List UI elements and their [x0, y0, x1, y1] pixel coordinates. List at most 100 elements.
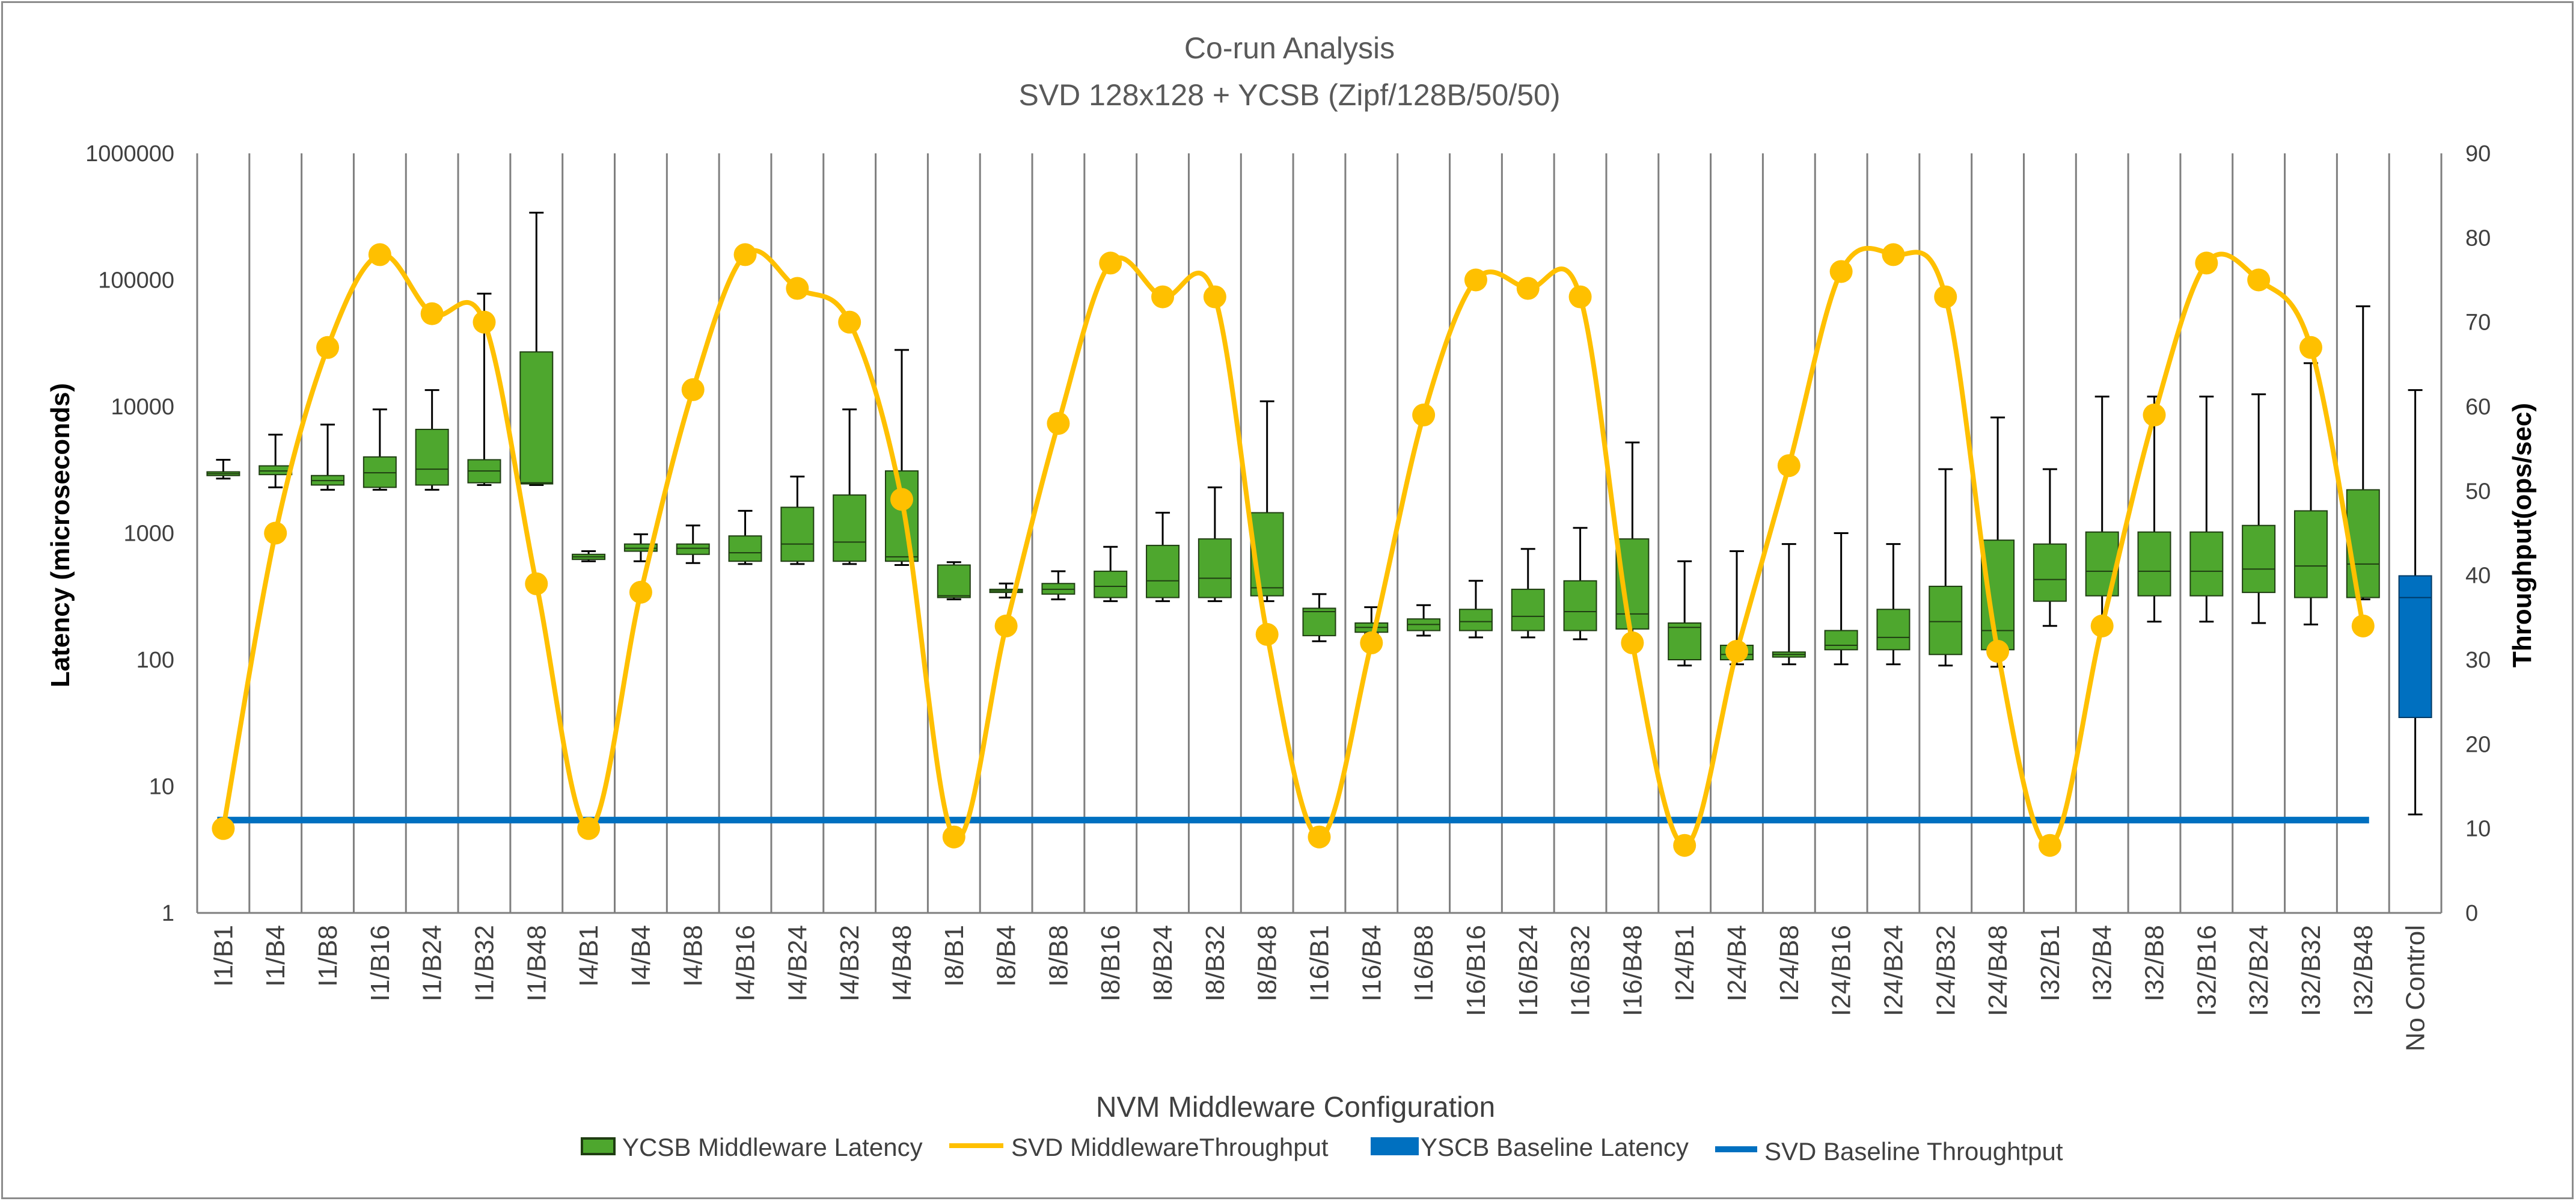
svd-throughput-point: [2195, 251, 2218, 275]
x-tick-label: I16/B8: [1409, 925, 1439, 1001]
y-right-tick-label: 40: [2465, 564, 2491, 589]
svd-throughput-point: [1934, 285, 1957, 309]
latency-box: [1511, 588, 1545, 631]
y-axis-left-label: Latency (microseconds): [46, 383, 75, 687]
svd-throughput-point: [2143, 404, 2166, 427]
x-tick-label: I1/B4: [261, 925, 290, 987]
svd-throughput-point: [1308, 825, 1331, 849]
svd-throughput-point: [994, 614, 1018, 637]
svd-throughput-point: [577, 817, 601, 840]
svd-throughput-point: [1360, 631, 1383, 654]
x-tick-label: I1/B24: [418, 925, 447, 1001]
latency-box: [1302, 607, 1336, 636]
svd-throughput-line: [212, 243, 2375, 857]
latency-box: [2189, 531, 2224, 597]
svd-throughput-point: [1986, 639, 2010, 663]
left-axis-ticks: 1 10 100 1000 10000 100000 1000000: [85, 141, 174, 926]
svd-throughput-point: [890, 488, 913, 511]
x-tick-label: No Control: [2401, 925, 2431, 1051]
y-right-tick-label: 20: [2465, 732, 2491, 757]
x-tick-label: I1/B32: [470, 925, 499, 1001]
x-tick-label: I16/B48: [1618, 925, 1647, 1016]
latency-box: [2293, 510, 2328, 598]
y-left-tick-label: 10000: [111, 395, 174, 420]
legend-label-yscb-baseline-latency: YSCB Baseline Latency: [1421, 1133, 1689, 1161]
svd-throughput-point: [942, 825, 965, 849]
y-right-tick-label: 80: [2465, 226, 2491, 251]
latency-box: [833, 494, 867, 562]
y-right-tick-label: 60: [2465, 395, 2491, 420]
axes: [196, 153, 2443, 914]
x-tick-label: I4/B1: [574, 925, 604, 987]
svd-throughput-point: [1203, 285, 1226, 309]
x-tick-label: I16/B1: [1305, 925, 1335, 1001]
y-right-tick-label: 10: [2465, 817, 2491, 842]
x-tick-label: I1/B8: [313, 925, 343, 987]
baseline-latency-box: [2398, 575, 2432, 718]
x-tick-label: I1/B16: [366, 925, 395, 1001]
svd-throughput-point: [1829, 260, 1853, 283]
chart-svg: Co-run Analysis SVD 128x128 + YCSB (Zipf…: [46, 31, 2537, 1166]
svd-throughput-point: [212, 817, 235, 840]
x-tick-label: I32/B1: [2036, 925, 2065, 1001]
latency-box: [415, 428, 449, 486]
chart-subtitle: SVD 128x128 + YCSB (Zipf/128B/50/50): [1018, 78, 1560, 112]
svd-throughput-point: [1777, 454, 1800, 478]
svd-throughput-point: [525, 572, 548, 595]
latency-box: [1094, 570, 1128, 598]
svd-throughput-point: [681, 378, 705, 401]
y-axis-right-label: Throughput(ops/sec): [2507, 403, 2537, 668]
right-axis-ticks: 0 10 20 30 40 50 60 70 80 90: [2465, 141, 2491, 926]
svd-throughput-point: [2351, 614, 2375, 637]
svd-throughput-point: [1568, 285, 1592, 309]
x-tick-label: I8/B32: [1201, 925, 1230, 1001]
latency-box: [1876, 609, 1911, 651]
latency-box: [2242, 524, 2276, 594]
latency-box: [728, 535, 762, 562]
x-tick-label: I24/B32: [1931, 925, 1960, 1016]
x-tick-label: I1/B48: [522, 925, 551, 1001]
legend-swatch-ycsb-middleware-latency: [581, 1137, 616, 1155]
latency-box: [2033, 543, 2067, 602]
latency-box: [259, 465, 293, 476]
latency-box: [2346, 489, 2380, 598]
y-left-tick-label: 100: [136, 648, 174, 673]
y-left-tick-label: 1000: [123, 521, 174, 547]
x-tick-label: I4/B4: [626, 925, 656, 987]
svd-throughput-point: [368, 243, 391, 266]
svd-throughput-point: [1725, 639, 1749, 663]
svd-throughput-point: [1047, 412, 1070, 435]
svd-throughput-point: [1621, 631, 1644, 654]
latency-box: [1668, 622, 1702, 661]
latency-box: [363, 456, 397, 488]
x-tick-label: I24/B24: [1879, 925, 1908, 1016]
latency-box: [1563, 580, 1597, 631]
x-tick-label: I16/B16: [1461, 925, 1491, 1016]
x-tick-label: I24/B16: [1827, 925, 1856, 1016]
svd-throughput-point: [786, 277, 809, 300]
x-tick-label: I4/B24: [783, 925, 812, 1001]
svd-throughput-point: [1516, 277, 1540, 300]
svd-throughput-point: [1151, 285, 1175, 309]
x-tick-label: I24/B48: [1983, 925, 2013, 1016]
x-tick-label: I8/B1: [940, 925, 969, 987]
legend-label-ycsb-middleware-latency: YCSB Middleware Latency: [622, 1133, 923, 1161]
x-tick-label: I32/B8: [2140, 925, 2170, 1001]
x-tick-label: I24/B4: [1722, 925, 1752, 1001]
legend-label-svd-baseline-throughput: SVD Baseline Throughtput: [1764, 1137, 2063, 1166]
x-axis-ticks: I1/B1 I1/B4 I1/B8 I1/B16 I1/B24 I1/B32 I1/B48 I…: [209, 925, 2430, 1051]
svd-throughput-point: [2038, 834, 2061, 857]
x-axis-label: NVM Middleware Configuration: [1096, 1092, 1495, 1123]
x-tick-label: I8/B8: [1044, 925, 1073, 987]
legend-label-svd-middleware-throughput: SVD MiddlewareThroughput: [1011, 1133, 1329, 1161]
latency-box: [519, 351, 554, 485]
y-left-tick-label: 10: [149, 775, 174, 800]
svd-throughput-point: [1673, 834, 1696, 857]
chart-title: Co-run Analysis: [1184, 31, 1395, 65]
latency-box: [1824, 630, 1858, 651]
svd-throughput-point: [1882, 243, 1905, 266]
x-tick-label: I8/B16: [1096, 925, 1125, 1001]
vertical-gridlines: [248, 153, 2390, 913]
x-tick-label: I32/B32: [2296, 925, 2326, 1016]
